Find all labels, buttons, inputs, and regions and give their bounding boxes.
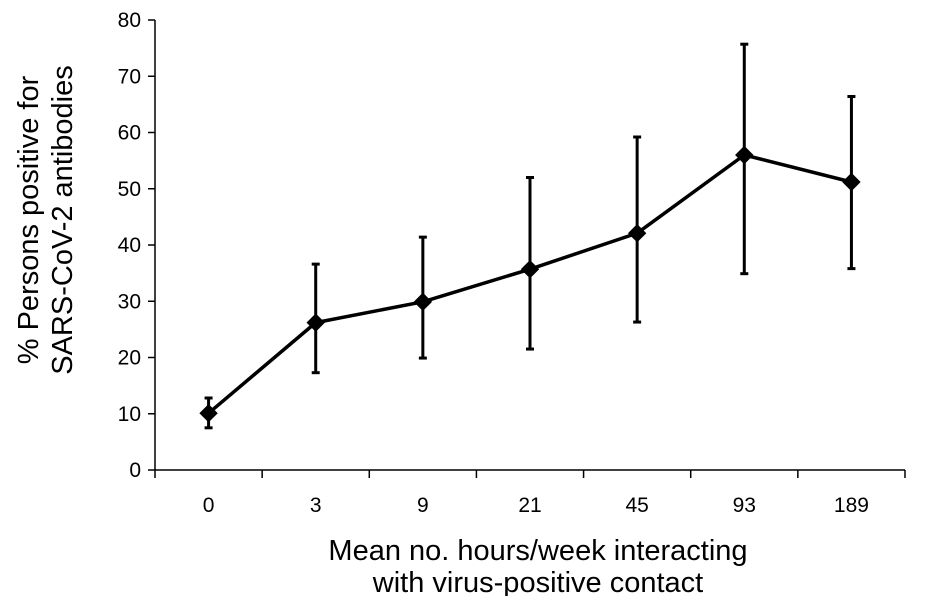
axis-titles: Mean no. hours/week interacting with vir… bbox=[13, 65, 748, 596]
x-tick-label: 0 bbox=[203, 494, 215, 517]
y-axis-title-line-1: % Persons positive for bbox=[13, 75, 45, 364]
y-tick-label: 20 bbox=[118, 347, 141, 370]
data-point bbox=[306, 313, 325, 332]
data-markers bbox=[199, 145, 861, 423]
y-tick-label: 30 bbox=[118, 290, 141, 313]
y-tick-label: 80 bbox=[118, 9, 141, 32]
x-tick-label: 45 bbox=[625, 494, 648, 517]
x-axis-title-line-2: with virus-positive contact bbox=[372, 567, 703, 596]
data-point bbox=[627, 223, 647, 243]
data-point bbox=[520, 259, 540, 279]
x-tick-label: 93 bbox=[733, 494, 756, 517]
x-tick-label: 21 bbox=[518, 494, 541, 517]
error-bars bbox=[204, 42, 856, 430]
y-axis-title-line-2: SARS-CoV-2 antibodies bbox=[47, 65, 79, 375]
x-tick-label: 189 bbox=[834, 494, 869, 517]
x-axis-title-line-1: Mean no. hours/week interacting bbox=[328, 535, 747, 567]
y-tick-label: 50 bbox=[118, 178, 141, 201]
data-point bbox=[735, 145, 754, 165]
y-axis: 0 10 20 30 40 50 60 70 80 bbox=[118, 9, 156, 482]
y-tick-label: 0 bbox=[129, 459, 141, 482]
y-tick-label: 60 bbox=[118, 122, 141, 145]
x-axis: 0 3 9 21 45 93 189 bbox=[154, 469, 906, 517]
data-point bbox=[842, 172, 861, 192]
y-tick-label: 10 bbox=[118, 403, 141, 426]
x-tick-label: 9 bbox=[417, 494, 429, 517]
data-point bbox=[413, 292, 433, 312]
data-point bbox=[199, 403, 218, 423]
x-tick-label: 3 bbox=[310, 494, 322, 517]
y-tick-label: 70 bbox=[118, 65, 141, 88]
y-tick-label: 40 bbox=[118, 234, 141, 257]
